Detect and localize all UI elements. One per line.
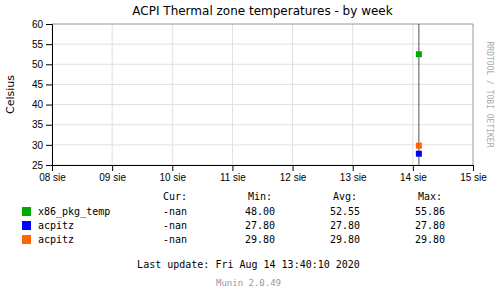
x-tick-mark bbox=[112, 165, 113, 171]
legend-stat: 29.80 bbox=[415, 234, 445, 245]
x-tick: 08 sie bbox=[39, 165, 66, 183]
x-tick-label: 12 sie bbox=[280, 172, 307, 183]
grid-line-x bbox=[232, 24, 233, 165]
y-axis-line bbox=[46, 25, 53, 166]
x-tick-mark bbox=[293, 165, 294, 171]
chart: 08 sie 09 sie 10 sie 11 sie 12 sie 13 sie 14 s… bbox=[0, 0, 497, 299]
legend-header: Min: bbox=[248, 191, 272, 202]
y-tick-label: 55 bbox=[32, 39, 44, 50]
x-tick: 13 sie bbox=[340, 165, 367, 183]
title: ACPI Thermal zone temperatures - by week bbox=[132, 4, 392, 18]
x-tick: 09 sie bbox=[99, 165, 126, 183]
y-tick: 50 bbox=[32, 59, 52, 70]
x-tick-mark bbox=[413, 165, 414, 171]
point bbox=[416, 151, 422, 157]
y-axis: 25 30 35 40 45 50 55 60 bbox=[32, 19, 53, 171]
x-tick-label: 15 sie bbox=[460, 172, 487, 183]
y-tick: 55 bbox=[32, 39, 52, 50]
x-axis-line bbox=[53, 166, 474, 172]
grid-line-x bbox=[292, 24, 293, 165]
legend-label: acpitz bbox=[38, 220, 74, 231]
y-tick-label: 35 bbox=[32, 119, 44, 130]
legend-header: Avg: bbox=[333, 191, 357, 202]
grid-line-y bbox=[52, 84, 473, 85]
x-tick-label: 13 sie bbox=[340, 172, 367, 183]
point bbox=[416, 143, 422, 149]
x-axis: 08 sie 09 sie 10 sie 11 sie 12 sie 13 sie 14 s… bbox=[39, 165, 487, 183]
grid-line-y bbox=[52, 144, 473, 145]
legend-stat: 29.80 bbox=[245, 234, 275, 245]
plot-frame bbox=[52, 24, 473, 165]
grid-line-x bbox=[412, 24, 413, 165]
x-tick: 12 sie bbox=[280, 165, 307, 183]
x-tick-mark bbox=[172, 165, 173, 171]
y-tick-mark bbox=[46, 24, 52, 25]
legend-swatch bbox=[22, 235, 31, 244]
x-tick-label: 08 sie bbox=[39, 172, 66, 183]
grid-line-y bbox=[52, 104, 473, 105]
y-tick-mark bbox=[46, 44, 52, 45]
y-tick: 30 bbox=[32, 140, 52, 151]
legend-swatch bbox=[22, 207, 31, 216]
legend-header: Max: bbox=[418, 191, 442, 202]
legend-header: Cur: bbox=[163, 191, 187, 202]
legend-swatch bbox=[22, 221, 31, 230]
y-axis-title: Celsius bbox=[4, 75, 17, 114]
watermark: RRDTOOL / TOBI OETIKER bbox=[485, 42, 494, 148]
x-tick-label: 09 sie bbox=[99, 172, 126, 183]
x-tick-mark bbox=[353, 165, 354, 171]
grid-line-y bbox=[52, 44, 473, 45]
legend-stat: 48.00 bbox=[245, 206, 275, 217]
y-tick-mark bbox=[46, 64, 52, 65]
marks bbox=[416, 24, 422, 165]
x-tick-mark bbox=[232, 165, 233, 171]
y-tick-label: 45 bbox=[32, 79, 44, 90]
y-tick-mark bbox=[46, 105, 52, 106]
legend-stat: 29.80 bbox=[330, 234, 360, 245]
y-tick: 25 bbox=[32, 160, 52, 171]
legend-stat: -nan bbox=[163, 206, 187, 217]
x-tick-label: 11 sie bbox=[220, 172, 246, 183]
y-tick: 40 bbox=[32, 99, 52, 110]
y-tick-label: 30 bbox=[32, 140, 44, 151]
y-tick-mark bbox=[46, 145, 52, 146]
x-tick: 11 sie bbox=[220, 165, 246, 183]
x-tick-mark bbox=[473, 165, 474, 171]
y-tick: 60 bbox=[32, 19, 52, 30]
y-tick-label: 60 bbox=[32, 19, 44, 30]
legend-stat: 27.80 bbox=[245, 220, 275, 231]
y-tick-label: 25 bbox=[32, 160, 44, 171]
x-tick: 14 sie bbox=[400, 165, 427, 183]
grid-line-y bbox=[52, 124, 473, 125]
y-tick: 35 bbox=[32, 119, 52, 130]
grid-line-x bbox=[352, 24, 353, 165]
legend-stat: -nan bbox=[163, 220, 187, 231]
legend-stat: -nan bbox=[163, 234, 187, 245]
legend: Cur: Min: Avg: Max: x86_pkg_temp -nan 48.00 52.… bbox=[22, 191, 445, 245]
legend-stat: 27.80 bbox=[330, 220, 360, 231]
legend-stat: 27.80 bbox=[415, 220, 445, 231]
last-update: Last update: Fri Aug 14 13:40:10 2020 bbox=[137, 259, 360, 270]
grid bbox=[52, 24, 473, 165]
y-tick-mark bbox=[46, 125, 52, 126]
point bbox=[416, 51, 422, 57]
legend-label: acpitz bbox=[38, 234, 74, 245]
y-tick-label: 40 bbox=[32, 99, 44, 110]
y-tick: 45 bbox=[32, 79, 52, 90]
grid-line-x bbox=[112, 24, 113, 165]
legend-stat: 52.55 bbox=[330, 206, 360, 217]
grid-line-y bbox=[52, 64, 473, 65]
y-tick-mark bbox=[46, 165, 52, 166]
plot: 08 sie 09 sie 10 sie 11 sie 12 sie 13 sie 14 s… bbox=[32, 19, 487, 183]
y-tick-label: 50 bbox=[32, 59, 44, 70]
version: Munin 2.0.49 bbox=[216, 278, 281, 288]
legend-stat: 55.86 bbox=[415, 206, 445, 217]
legend-label: x86_pkg_temp bbox=[38, 206, 110, 218]
x-tick: 10 sie bbox=[159, 165, 186, 183]
x-tick-label: 10 sie bbox=[159, 172, 186, 183]
x-tick: 15 sie bbox=[460, 165, 487, 183]
y-tick-mark bbox=[46, 84, 52, 85]
grid-line-x bbox=[172, 24, 173, 165]
x-tick-label: 14 sie bbox=[400, 172, 427, 183]
